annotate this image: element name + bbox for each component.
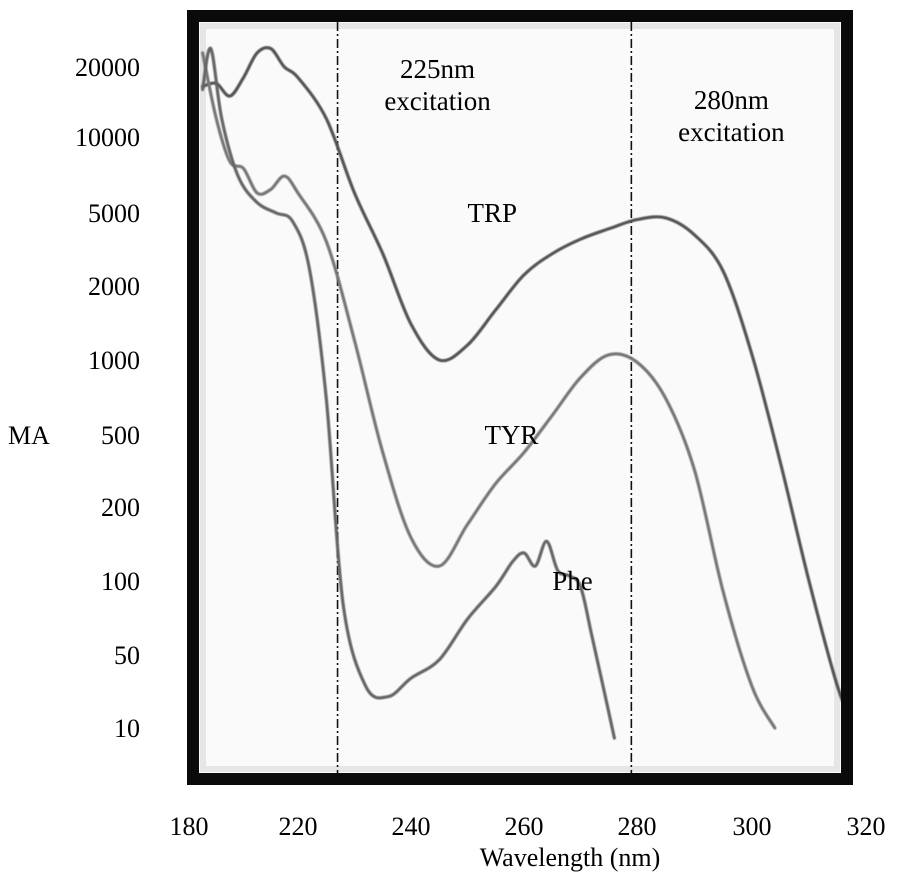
reference-label-1-line-1: 225nm (400, 54, 475, 84)
plot-frame (187, 10, 853, 785)
x-tick-label: 260 (505, 812, 544, 841)
y-tick-label: 1000 (88, 346, 140, 375)
y-tick-label: 10 (114, 714, 140, 743)
series-line-phe (201, 46, 616, 740)
plot-area (199, 22, 841, 773)
x-tick-label: 300 (733, 812, 772, 841)
series-line-tyr (201, 51, 777, 730)
series-label-phe: Phe (552, 566, 593, 596)
x-axis-label: Wavelength (nm) (480, 843, 661, 872)
series-label-trp: TRP (468, 198, 518, 228)
reference-label-1: 225nm excitation (384, 54, 491, 116)
reference-label-2-line-1: 280nm (694, 85, 769, 115)
series-layer (201, 45, 841, 740)
x-tick-label: 320 (847, 812, 886, 841)
x-tick-label: 240 (392, 812, 431, 841)
series-label-tyr: TYR (484, 420, 538, 450)
y-tick-label: 500 (101, 421, 140, 450)
series-labels: TRP TYR Phe (468, 198, 593, 596)
y-tick-label: 5000 (88, 199, 140, 228)
reference-label-2: 280nm excitation (678, 85, 785, 147)
reference-label-2-line-2: excitation (678, 117, 785, 147)
y-tick-labels: 20000 10000 5000 2000 1000 500 200 100 50 10 (75, 53, 140, 743)
y-tick-label: 10000 (75, 123, 140, 152)
series-line-trp (201, 45, 841, 702)
y-tick-label: 20000 (75, 53, 140, 82)
x-tick-label: 280 (618, 812, 657, 841)
y-axis-label: MA (8, 421, 50, 450)
x-tick-labels: 180 220 240 260 280 300 320 (170, 812, 886, 841)
reference-labels: 225nm excitation 280nm excitation (384, 54, 785, 147)
y-tick-label: 2000 (88, 272, 140, 301)
reference-label-1-line-2: excitation (384, 86, 491, 116)
x-tick-label: 180 (170, 812, 209, 841)
y-tick-label: 200 (101, 493, 140, 522)
plot-inner-shade (200, 23, 840, 772)
x-tick-label: 220 (279, 812, 318, 841)
y-tick-label: 100 (101, 567, 140, 596)
y-tick-label: 50 (114, 641, 140, 670)
